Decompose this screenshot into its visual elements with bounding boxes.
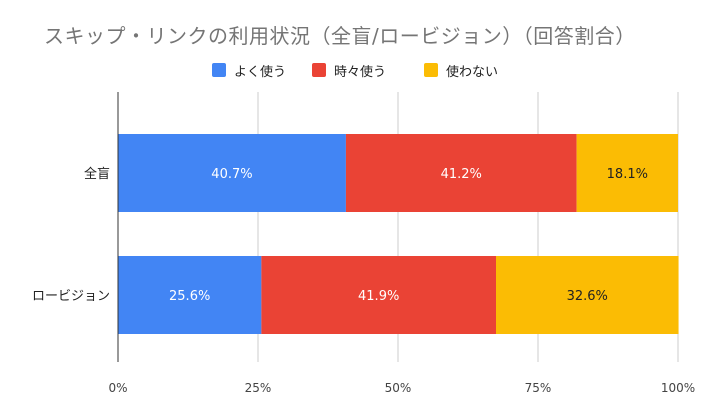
- legend-item-often: よく使う: [212, 60, 286, 80]
- data-label: 41.2%: [441, 167, 482, 182]
- y-category-label: ロービジョン: [32, 289, 110, 304]
- data-label: 40.7%: [211, 167, 252, 182]
- x-tick-label: 0%: [108, 381, 127, 395]
- legend-item-never: 使わない: [424, 60, 498, 80]
- bar-segment: [261, 256, 496, 334]
- legend-swatch-sometimes: [312, 63, 326, 77]
- legend: よく使う 時々使う 使わない: [0, 60, 720, 80]
- data-label: 18.1%: [607, 167, 648, 182]
- bar-segment: [345, 134, 577, 212]
- legend-label-often: よく使う: [234, 64, 287, 80]
- legend-label-never: 使わない: [446, 64, 499, 80]
- chart-title: スキップ・リンクの利用状況（全盲/ロービジョン）（回答割合）: [44, 24, 636, 48]
- legend-item-sometimes: 時々使う: [312, 60, 386, 80]
- bar-segment: [118, 134, 346, 212]
- x-tick-label: 100%: [661, 381, 695, 395]
- legend-label-sometimes: 時々使う: [334, 64, 387, 80]
- data-label: 41.9%: [358, 289, 399, 304]
- x-tick-label: 50%: [385, 381, 412, 395]
- bar-segment: [576, 134, 678, 212]
- data-label: 25.6%: [169, 289, 210, 304]
- legend-swatch-never: [424, 63, 438, 77]
- data-label: 32.6%: [567, 289, 608, 304]
- bar-segment: [118, 256, 262, 334]
- x-tick-label: 25%: [245, 381, 272, 395]
- bar-segment: [496, 256, 679, 334]
- legend-swatch-often: [212, 63, 226, 77]
- x-tick-label: 75%: [525, 381, 552, 395]
- y-category-label: 全盲: [84, 166, 110, 182]
